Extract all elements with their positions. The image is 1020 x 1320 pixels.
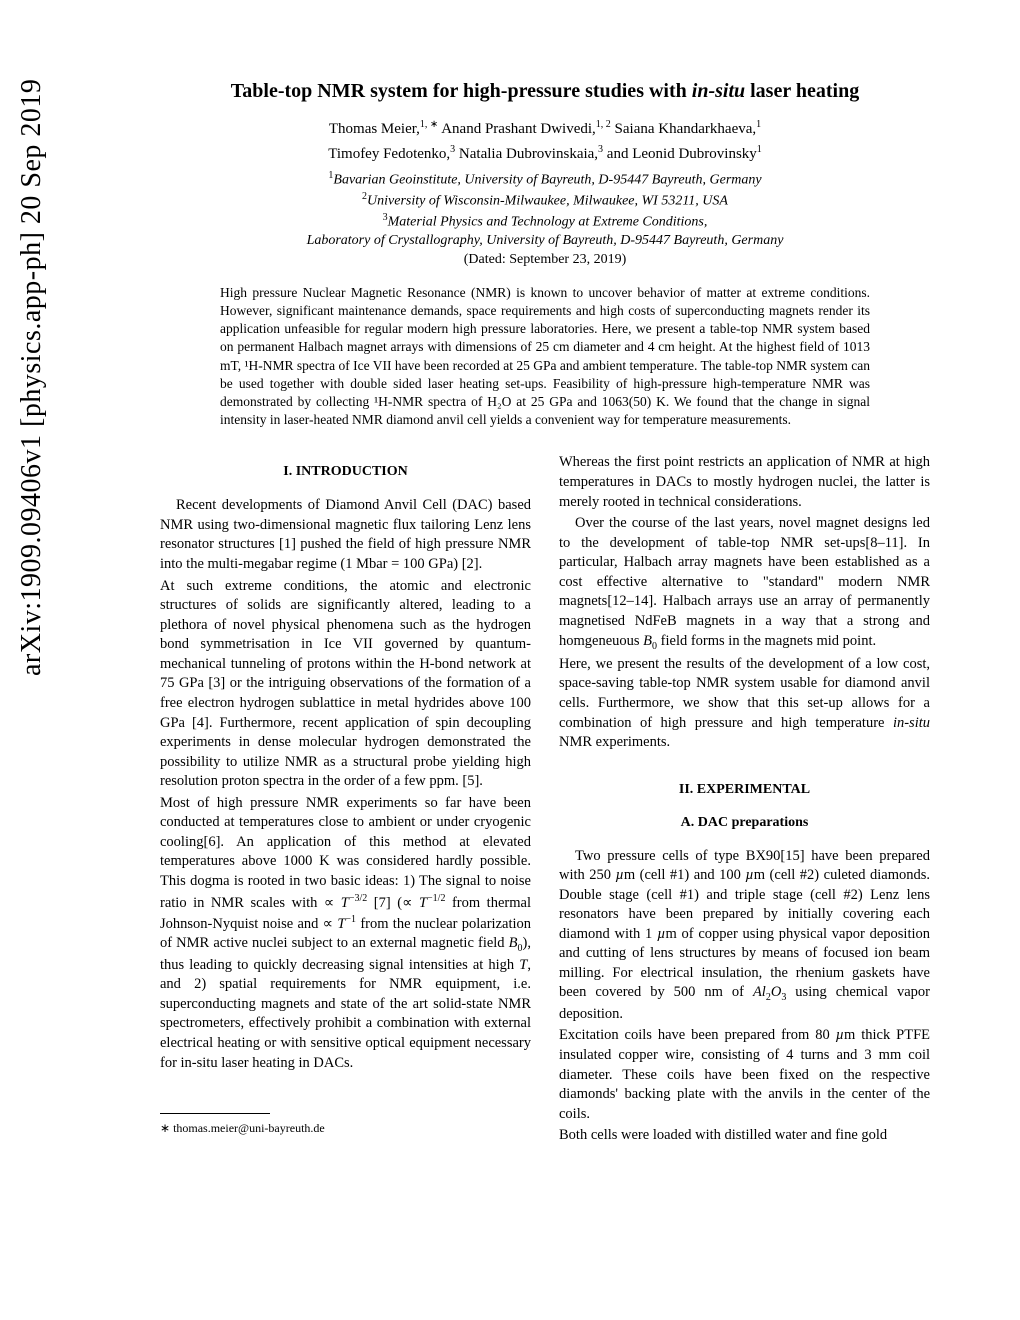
title-italic: in-situ [692,80,745,102]
math-var: T [341,894,349,910]
author-name: Saiana Khandarkhaeva, [611,121,756,137]
math-exp: −1/2 [427,893,445,904]
authors-line-2: Timofey Fedotenko,3 Natalia Dubrovinskai… [160,144,930,163]
subsection-heading-dac: A. DAC preparations [559,814,930,833]
section-heading-intro: I. INTRODUCTION [160,463,531,482]
paper-title: Table-top NMR system for high-pressure s… [160,80,930,103]
text: Excitation coils have been prepared from… [559,1027,836,1043]
paper-content: Table-top NMR system for high-pressure s… [0,0,1020,1188]
title-tail: laser heating [745,80,859,102]
footnote-marker: ∗ [160,1121,170,1135]
arxiv-identifier: arXiv:1909.09406v1 [physics.app-ph] 20 S… [16,79,48,676]
paragraph: Over the course of the last years, novel… [559,514,930,653]
affiliation-3: 3Material Physics and Technology at Extr… [160,211,930,232]
author-name: and Leonid Dubrovinsky [603,146,757,162]
paragraph: Both cells were loaded with distilled wa… [559,1126,930,1146]
affiliation-text: Bavarian Geoinstitute, University of Bay… [333,173,761,188]
paragraph: Whereas the first point restricts an app… [559,453,930,512]
paragraph: Excitation coils have been prepared from… [559,1026,930,1124]
text-italic: in-situ [893,715,930,731]
chem-element: O [771,984,781,1000]
paragraph: At such extreme conditions, the atomic a… [160,577,531,792]
author-name: Anand Prashant Dwivedi, [438,121,595,137]
text: Over the course of the last years, novel… [559,515,930,648]
text: Here, we present the results of the deve… [559,656,930,731]
affiliation-text: University of Wisconsin-Milwaukee, Milwa… [367,194,728,209]
math-mu: µ [616,867,624,883]
affiliation-3b: Laboratory of Crystallography, Universit… [160,232,930,250]
author-sup: 1 [757,144,762,155]
footnote-text: thomas.meier@uni-bayreuth.de [170,1121,325,1135]
authors-line-1: Thomas Meier,1, ∗ Anand Prashant Dwivedi… [160,119,930,138]
paragraph: Recent developments of Diamond Anvil Cel… [160,496,531,574]
math-var: B [643,633,652,649]
title-main: Table-top NMR system for high-pressure s… [231,80,692,102]
math-mu: µ [745,867,753,883]
paragraph: Here, we present the results of the deve… [559,655,930,753]
paragraph: Two pressure cells of type BX90[15] have… [559,847,930,1025]
text: field forms in the magnets mid point. [657,633,876,649]
footnote: ∗ thomas.meier@uni-bayreuth.de [160,1120,531,1136]
paper-date: (Dated: September 23, 2019) [160,252,930,268]
right-column: Whereas the first point restricts an app… [559,453,930,1147]
author-name: Timofey Fedotenko, [328,146,450,162]
text: [7] (∝ [367,894,419,910]
text: NMR experiments. [559,734,670,750]
math-var: T [419,894,427,910]
affiliation-text: Material Physics and Technology at Extre… [388,214,708,229]
math-exp: −1 [345,914,356,925]
abstract: High pressure Nuclear Magnetic Resonance… [220,284,870,430]
text: m (cell #1) and 100 [624,867,746,883]
author-name: Natalia Dubrovinskaia, [455,146,598,162]
author-name: Thomas Meier, [329,121,420,137]
math-var: B [509,935,518,951]
text: , and 2) spatial requirements for NMR eq… [160,957,531,1071]
author-sup: 1 [756,119,761,130]
affiliation-2: 2University of Wisconsin-Milwaukee, Milw… [160,190,930,211]
affiliation-1: 1Bavarian Geoinstitute, University of Ba… [160,169,930,190]
two-column-body: I. INTRODUCTION Recent developments of D… [160,453,930,1147]
paragraph: Most of high pressure NMR experiments so… [160,794,531,1073]
section-heading-experimental: II. EXPERIMENTAL [559,781,930,800]
author-sup: 1, 2 [596,119,611,130]
affiliation-text: Laboratory of Crystallography, Universit… [307,233,784,248]
math-exp: −3/2 [349,893,367,904]
footnote-separator [160,1113,270,1114]
affiliations: 1Bavarian Geoinstitute, University of Ba… [160,169,930,250]
math-mu: µ [836,1027,844,1043]
chem-element: Al [753,984,766,1000]
left-column: I. INTRODUCTION Recent developments of D… [160,453,531,1147]
author-sup: 1, ∗ [420,119,438,130]
